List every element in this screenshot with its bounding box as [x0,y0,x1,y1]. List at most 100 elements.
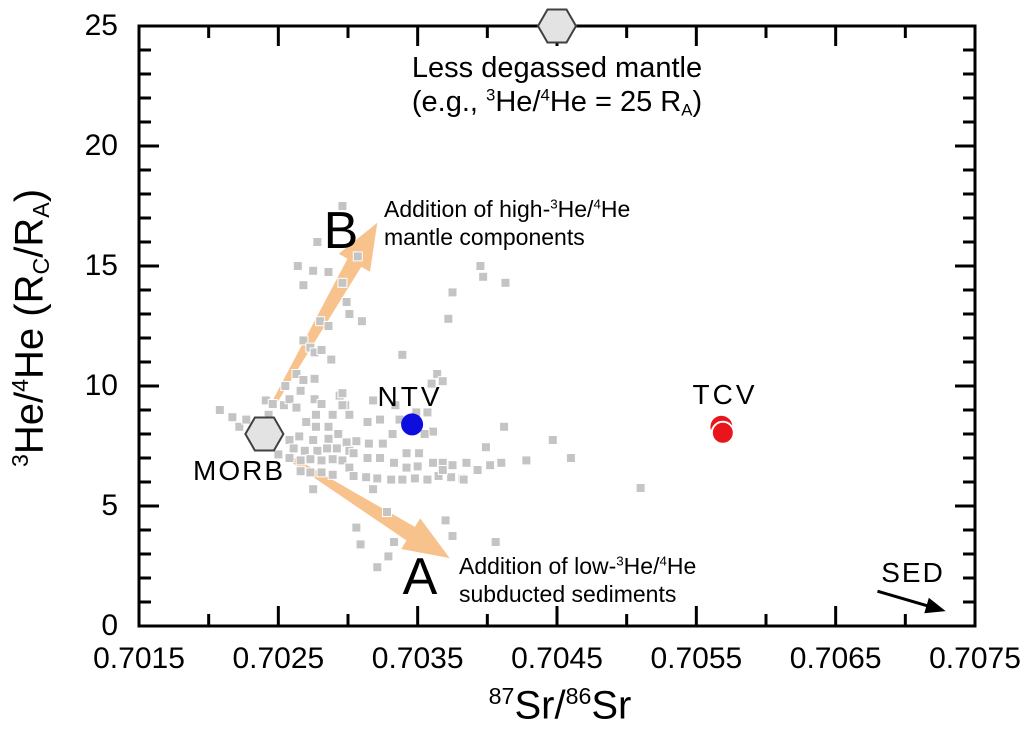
data-point-square [316,399,327,409]
data-point-square [388,537,399,547]
data-point-square [377,438,388,449]
data-point-square [363,438,374,449]
data-point-square [383,551,394,562]
data-point-square [368,395,379,406]
data-point-square [490,537,501,547]
data-point-square [323,321,334,331]
data-point-square [327,409,338,420]
data-point-square [227,412,238,423]
data-point-square [351,522,362,533]
x-axis-tick-label: 0.7025 [232,642,325,675]
data-point-square [337,201,348,211]
data-point-square [390,400,401,411]
data-point-square [292,261,303,271]
data-point-square [375,414,386,425]
data-point-square [288,443,299,454]
data-point-square [337,277,348,288]
data-point-square [499,421,510,432]
x-axis-tick-label: 0.7015 [93,642,185,675]
data-point-square [372,473,383,484]
data-point-square [308,484,319,495]
data-point-square [443,313,454,324]
data-point-square [427,426,438,437]
data-point-square [327,454,338,465]
data-point-square [308,435,319,445]
data-point-square [372,562,383,573]
high-he-annotation: Addition of high-3He/4He mantle component… [384,196,631,250]
data-point-square [382,507,393,517]
data-point-square [426,378,437,389]
data-point-square [344,309,355,319]
data-point-square [310,421,321,432]
morb-label: MORB [193,455,285,486]
data-point-square [368,484,379,495]
data-point-square [414,448,425,459]
data-point-square [446,472,457,483]
less-degassed-mantle-hexagon-marker [536,8,578,44]
data-point-square [312,237,323,247]
data-point-square [310,409,321,420]
data-point-square [309,373,320,384]
x-axis-title: 87Sr/86Sr [488,683,632,728]
data-point-square [437,465,448,475]
data-point-square [447,531,458,541]
data-point-square [326,354,337,365]
arrow-b-label: B [323,202,359,260]
data-point-square [322,443,333,454]
data-point-square [323,421,334,432]
data-point-square [361,472,372,483]
data-point-square [234,421,245,432]
sed-label: SED [881,557,945,588]
data-point-square [298,375,309,385]
data-point-square [312,445,323,456]
data-point-square [295,385,306,396]
y-axis-tick-label: 25 [84,9,118,42]
data-point-square [565,453,576,463]
data-point-square [294,431,305,442]
less-degassed-line1: Less degassed mantle [411,52,703,84]
y-axis-title: 3He/4He (RC/RA) [7,188,54,468]
y-axis-tick-label: 5 [101,489,118,522]
data-point-square [351,436,362,447]
data-point-square [301,417,312,427]
data-point-square [500,277,511,288]
data-point-square [356,316,367,327]
data-point-square [422,407,433,418]
mixing-arrow-b [272,222,378,404]
data-point-square [387,429,398,439]
data-point-square [397,349,408,360]
data-point-square [362,417,373,427]
data-point-square [375,453,386,463]
data-point-square [344,409,355,420]
data-point-square [458,474,469,485]
data-point-square [291,402,302,413]
data-point-square [273,449,284,460]
data-point-square [299,445,310,456]
data-point-square [291,369,302,379]
tcv-data-point [710,420,735,445]
arrow-a-label: A [402,548,438,606]
x-axis-tick-label: 0.7035 [371,642,464,675]
data-point-square [305,454,316,465]
data-point-square [447,460,458,471]
data-point-square [409,473,420,484]
mixing-arrow-sed [877,589,946,614]
data-point-square [440,515,451,526]
data-point-square [284,394,295,405]
y-axis-tick-label: 20 [84,129,118,162]
data-point-square [397,474,408,485]
data-point-square [386,474,397,485]
data-point-square [461,457,472,468]
data-point-square [412,461,423,472]
data-point-square [521,455,532,466]
data-point-square [280,381,291,391]
data-point-square [327,469,338,480]
ntv-data-point [401,413,424,436]
data-point-square [355,539,366,550]
tcv-label: TCV [692,379,758,410]
x-axis-tick-label: 0.7065 [789,642,882,675]
data-point-square [472,465,483,475]
data-point-square [295,455,306,466]
data-point-square [419,429,430,439]
